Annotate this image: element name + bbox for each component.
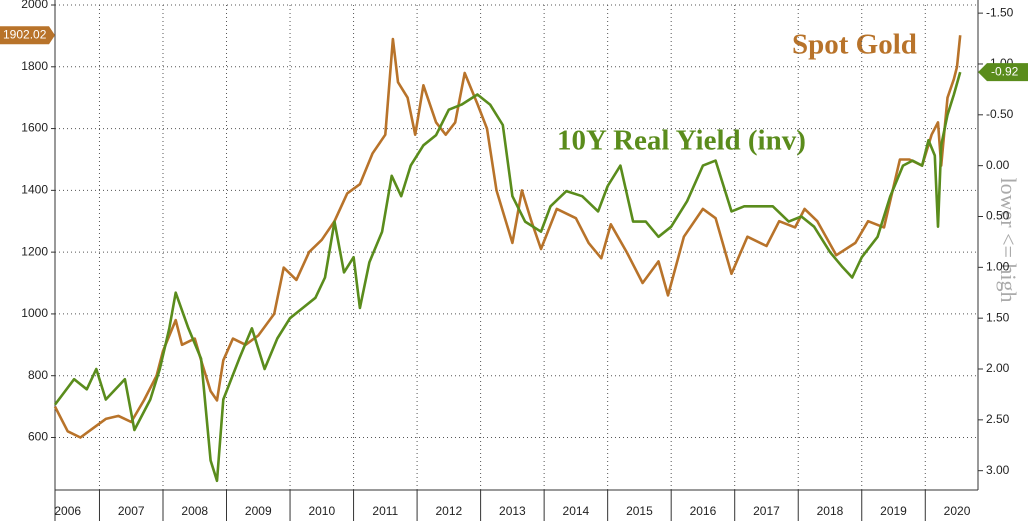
y-tick-label: 1400 bbox=[21, 183, 48, 197]
y2-tick-label: 2.50 bbox=[986, 412, 1010, 426]
y2-tick-label: 2.00 bbox=[986, 361, 1010, 375]
x-tick-label: 2009 bbox=[245, 504, 272, 518]
y-tick-label: 800 bbox=[28, 368, 48, 382]
y-tick-label: 600 bbox=[28, 430, 48, 444]
y-tick-label: 1600 bbox=[21, 121, 48, 135]
y2-tick-label: 1.50 bbox=[986, 310, 1010, 324]
x-tick-label: 2006 bbox=[54, 504, 81, 518]
annotation: Spot Gold bbox=[792, 29, 917, 61]
last-value-tag bbox=[0, 26, 55, 45]
y-tick-label: 1000 bbox=[21, 306, 48, 320]
x-tick-label: 2019 bbox=[880, 504, 907, 518]
y2-tick-label: 0.50 bbox=[986, 209, 1010, 223]
series-line bbox=[53, 35, 962, 439]
x-tick-label: 2012 bbox=[435, 504, 462, 518]
x-tick-label: 2008 bbox=[181, 504, 208, 518]
x-tick-label: 2014 bbox=[563, 504, 590, 518]
x-tick-label: 2017 bbox=[753, 504, 780, 518]
last-value-tag bbox=[978, 63, 1028, 82]
y2-tick-label: 1.00 bbox=[986, 259, 1010, 273]
x-tick-label: 2020 bbox=[944, 504, 971, 518]
x-tick-label: 2007 bbox=[118, 504, 145, 518]
y2-tick-label: -0.50 bbox=[986, 107, 1014, 121]
y2-tick-label: 3.00 bbox=[986, 463, 1010, 477]
y2-tick-label: 0.00 bbox=[986, 158, 1010, 172]
y2-axis-label: lower <= high bbox=[996, 177, 1021, 302]
last-value-label: -0.92 bbox=[991, 64, 1019, 78]
last-value-label: 1902.02 bbox=[3, 27, 47, 41]
x-tick-label: 2018 bbox=[817, 504, 844, 518]
series-line bbox=[53, 71, 962, 483]
x-tick-label: 2015 bbox=[626, 504, 653, 518]
y-tick-label: 2000 bbox=[21, 0, 48, 11]
y-tick-label: 1200 bbox=[21, 244, 48, 258]
annotation: 10Y Real Yield (inv) bbox=[557, 125, 806, 157]
x-tick-label: 2011 bbox=[372, 504, 398, 518]
y2-tick-label: -1.50 bbox=[986, 5, 1014, 19]
x-tick-label: 2010 bbox=[308, 504, 335, 518]
x-tick-label: 2013 bbox=[499, 504, 526, 518]
y-tick-label: 1800 bbox=[21, 59, 48, 73]
x-tick-label: 2016 bbox=[690, 504, 717, 518]
